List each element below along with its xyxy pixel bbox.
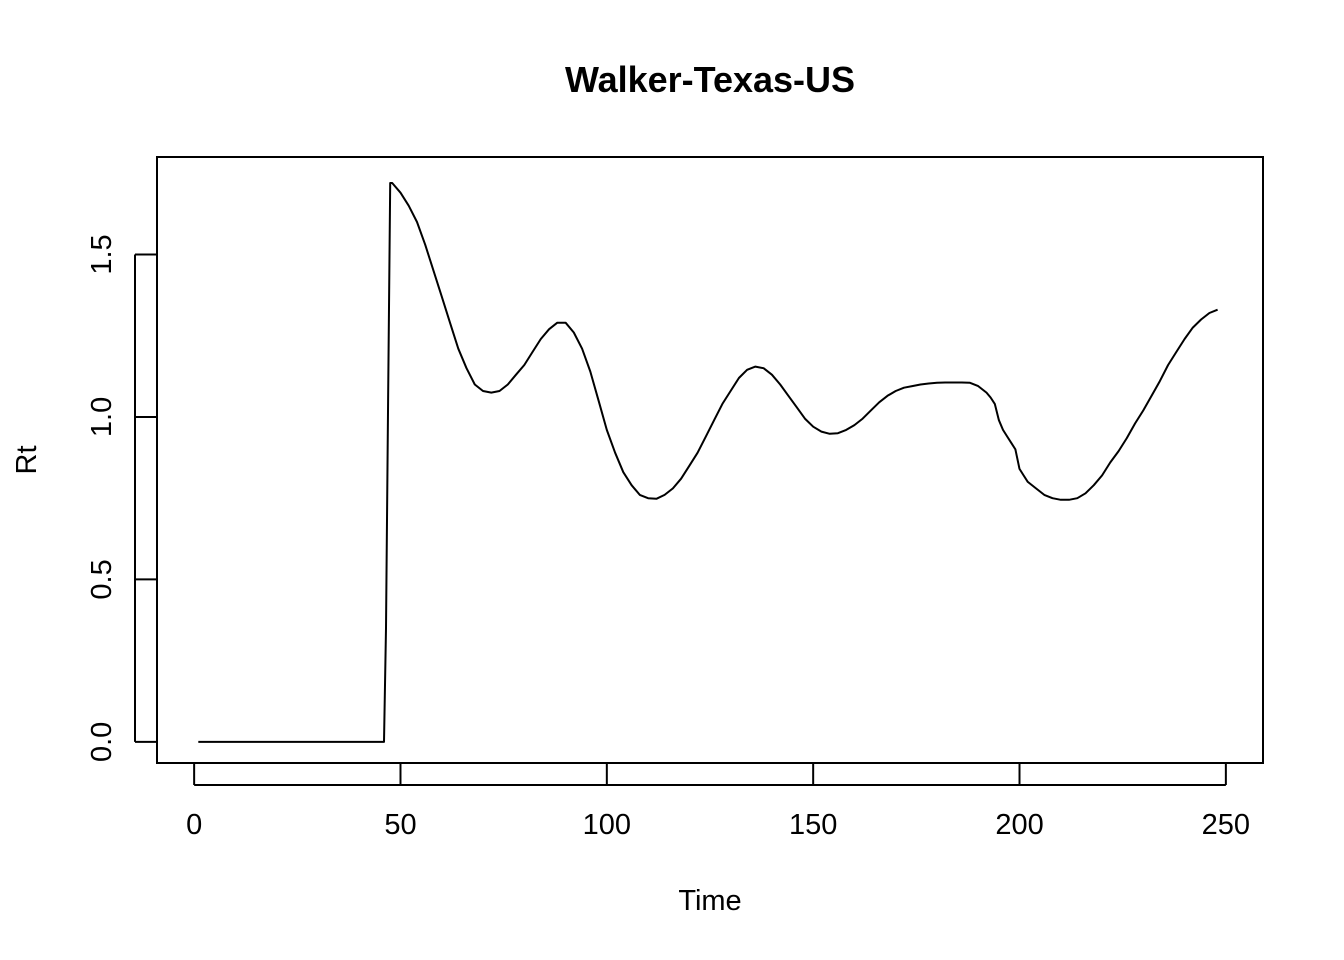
x-tick-label: 200 [995, 809, 1043, 841]
y-tick-label: 0.5 [86, 559, 118, 599]
x-axis: 0 50 100 150 200 250 [186, 763, 1250, 841]
chart-title: Walker-Texas-US [565, 59, 855, 100]
y-axis: 0.0 0.5 1.0 1.5 [86, 234, 157, 762]
y-axis-label: Rt [11, 446, 43, 475]
x-axis-label: Time [678, 885, 741, 917]
y-tick-label: 1.5 [86, 234, 118, 274]
x-tick-label: 250 [1202, 809, 1250, 841]
y-tick-label: 0.0 [86, 722, 118, 762]
plot-frame [156, 156, 1264, 764]
series-line [198, 182, 1218, 743]
x-tick-label: 50 [384, 809, 416, 841]
x-tick-label: 0 [186, 809, 202, 841]
x-tick-label: 150 [789, 809, 837, 841]
series-group [198, 182, 1218, 743]
y-tick-label: 1.0 [86, 397, 118, 437]
x-tick-label: 100 [583, 809, 631, 841]
